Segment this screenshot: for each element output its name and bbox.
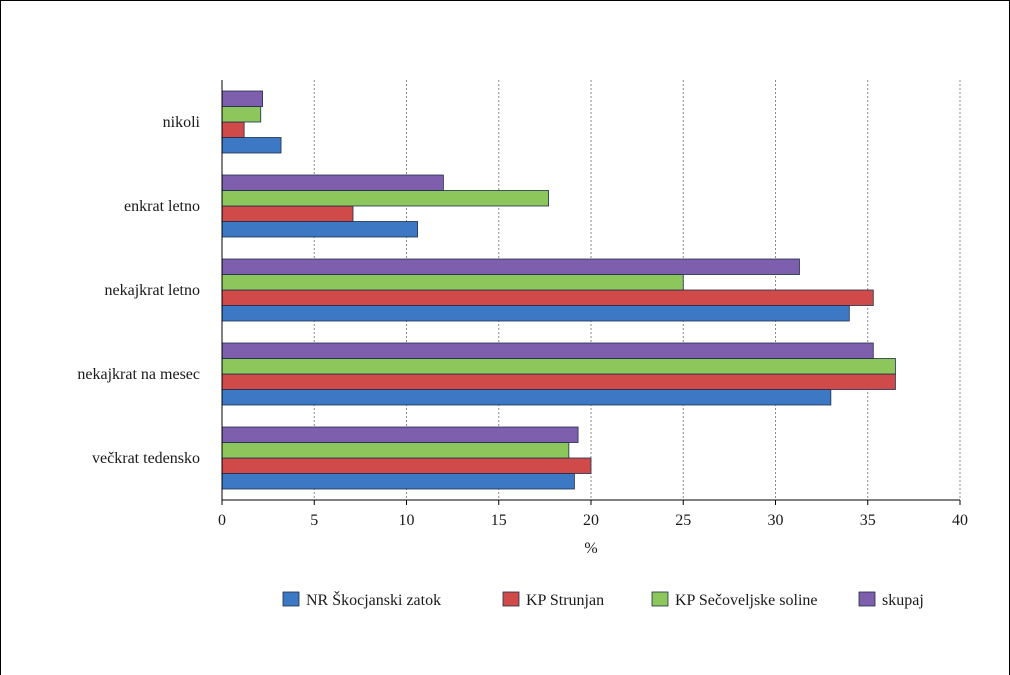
- bar: [221, 137, 282, 154]
- x-tick-label: 15: [491, 512, 507, 529]
- x-tick-label: 20: [583, 512, 599, 529]
- x-tick-label: 10: [399, 512, 415, 529]
- category-labels: nikoli enkrat letno nekajkrat letno nekajkr…: [77, 114, 200, 467]
- x-tick-label: 5: [310, 512, 318, 529]
- category-label: nekajkrat na mesec: [77, 366, 200, 383]
- legend-swatch: [282, 591, 300, 607]
- bar: [221, 342, 874, 359]
- legend-label: NR Škocjanski zatok: [306, 590, 441, 609]
- x-tick-label: 40: [952, 512, 968, 529]
- legend-swatch: [651, 591, 669, 607]
- bar: [221, 205, 354, 222]
- category-label: enkrat letno: [124, 198, 200, 215]
- category-label: nekajkrat letno: [104, 282, 200, 299]
- bar: [221, 305, 850, 322]
- legend-swatch: [858, 591, 876, 607]
- category-label: nikoli: [163, 114, 201, 131]
- x-tick-label: 30: [768, 512, 784, 529]
- bar: [221, 457, 592, 474]
- bar: [221, 358, 896, 375]
- legend-swatch: [502, 591, 520, 607]
- x-ticks: 0 5 10 15 20 25 30 35 40: [218, 500, 968, 529]
- x-axis-label: %: [584, 540, 597, 557]
- legend: NR Škocjanski zatok KP Strunjan KP Sečovel…: [282, 590, 924, 609]
- bar: [221, 90, 263, 107]
- bar: [221, 442, 570, 459]
- bar: [221, 373, 896, 390]
- legend-label: skupaj: [882, 592, 924, 609]
- bar: [221, 106, 262, 123]
- x-tick-label: 35: [860, 512, 876, 529]
- bar: [221, 258, 800, 275]
- legend-label: KP Strunjan: [526, 592, 604, 609]
- bar: [221, 389, 832, 406]
- x-tick-label: 0: [218, 512, 226, 529]
- bar: [221, 190, 549, 207]
- bar: [221, 289, 874, 306]
- category-label: večkrat tedensko: [92, 450, 200, 467]
- x-tick-label: 25: [675, 512, 691, 529]
- bars: [221, 90, 896, 490]
- bar: [221, 274, 684, 291]
- bar: [221, 473, 575, 490]
- bar: [221, 221, 418, 238]
- bar: [221, 174, 444, 191]
- bar: [221, 426, 579, 443]
- legend-label: KP Sečoveljske soline: [675, 592, 818, 609]
- bar: [221, 121, 245, 138]
